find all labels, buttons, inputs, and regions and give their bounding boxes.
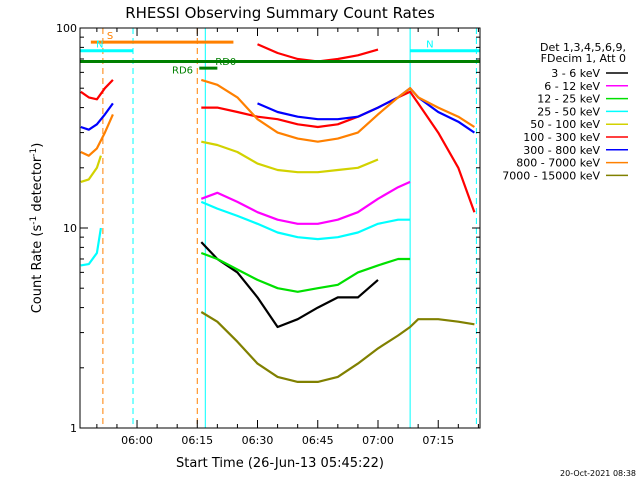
x-tick-label-06-45: 06:45 bbox=[302, 434, 334, 447]
y-tick-label-1: 1 bbox=[70, 422, 77, 435]
x-tick-label-07-15: 07:15 bbox=[422, 434, 454, 447]
x-axis-label: Start Time (26-Jun-13 05:45:22) bbox=[176, 456, 384, 471]
y-axis-label: Count Rate (s-1 detector-1) bbox=[29, 143, 45, 314]
series-line-7000-15000-kev bbox=[200, 311, 475, 383]
generation-timestamp: 20-Oct-2021 08:38 bbox=[560, 469, 636, 478]
series-line-100-300-kev bbox=[80, 79, 114, 101]
legend: Det 1,3,4,5,6,9,FDecim 1, Att 0 3 - 6 keV… bbox=[502, 41, 628, 182]
legend-label-12-25-kev: 12 - 25 keV bbox=[537, 93, 600, 106]
instrument-flags: SNNRD0RD6 bbox=[80, 31, 480, 76]
series-line-12-25-kev bbox=[200, 251, 411, 293]
y-tick-label-10: 10 bbox=[63, 222, 77, 235]
series-line-3-6-kev bbox=[200, 241, 379, 329]
flag-label-n: N bbox=[426, 40, 433, 51]
chart-title: RHESSI Observing Summary Count Rates bbox=[125, 4, 435, 22]
x-tick-label-06-30: 06:30 bbox=[242, 434, 274, 447]
series-line-300-800-kev bbox=[257, 87, 476, 134]
series-line-300-800-kev bbox=[80, 102, 114, 131]
legend-label-6-12-kev: 6 - 12 keV bbox=[544, 80, 600, 93]
flag-label-rd6: RD6 bbox=[172, 65, 193, 76]
series-line-50-100-kev bbox=[201, 140, 379, 174]
legend-header-line: FDecim 1, Att 0 bbox=[541, 52, 626, 65]
flag-label-s: S bbox=[107, 31, 113, 42]
legend-label-100-300-kev: 100 - 300 keV bbox=[523, 131, 600, 144]
series-line-25-50-kev bbox=[200, 200, 411, 241]
legend-label-800-7000-kev: 800 - 7000 keV bbox=[516, 157, 600, 170]
series-line-25-50-kev bbox=[80, 227, 102, 267]
x-tick-label-06-15: 06:15 bbox=[181, 434, 213, 447]
series-line-6-12-kev bbox=[200, 180, 411, 225]
axes: 100 10 1 06:00 06:15 06:30 06:45 07:00 07:15 bbox=[56, 22, 481, 447]
legend-label-50-100-kev: 50 - 100 keV bbox=[530, 118, 600, 131]
x-tick-label-07-00: 07:00 bbox=[362, 434, 394, 447]
series-line-800-7000-kev bbox=[200, 78, 475, 143]
legend-label-3-6-kev: 3 - 6 keV bbox=[551, 67, 600, 80]
y-tick-label-100: 100 bbox=[56, 22, 77, 35]
plot-area bbox=[80, 28, 477, 428]
legend-label-7000-15000-kev: 7000 - 15000 keV bbox=[502, 169, 600, 182]
x-tick-label-06-00: 06:00 bbox=[121, 434, 153, 447]
flag-label-n: N bbox=[96, 40, 103, 51]
legend-label-300-800-kev: 300 - 800 keV bbox=[523, 144, 600, 157]
series-line-50-100-kev bbox=[80, 155, 102, 183]
legend-header-line: Det 1,3,4,5,6,9, bbox=[540, 41, 626, 54]
series-line-100-300-kev bbox=[201, 90, 476, 213]
legend-label-25-50-kev: 25 - 50 keV bbox=[537, 105, 600, 118]
series-line-800-7000-kev bbox=[80, 113, 114, 157]
